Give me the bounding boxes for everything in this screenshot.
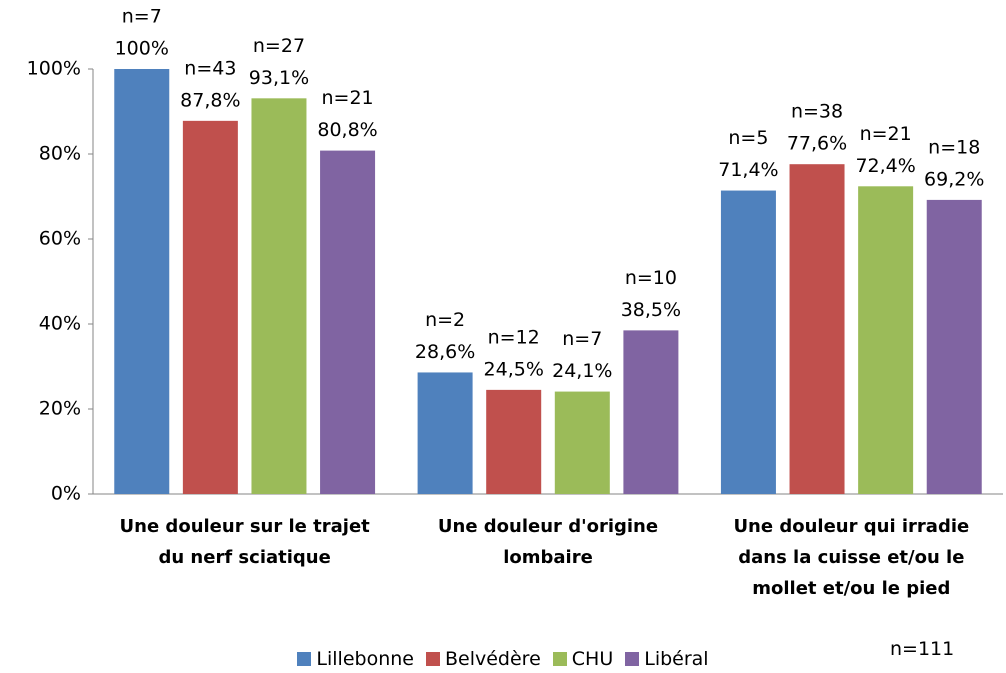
legend: Lillebonne Belvédère CHU Libéral	[0, 648, 1006, 670]
data-label: 87,8%	[180, 89, 240, 111]
y-tick-label: 80%	[39, 143, 81, 165]
n-label: n=43	[184, 57, 236, 79]
x-tick-label: Une douleur qui irradie dans la cuisse e…	[733, 516, 970, 599]
data-label: 24,5%	[484, 358, 544, 380]
bar	[182, 120, 238, 494]
legend-swatch	[297, 652, 312, 666]
legend-item: Libéral	[625, 648, 709, 670]
n-label: n=21	[321, 87, 373, 109]
bar	[789, 164, 845, 494]
data-label: 71,4%	[718, 159, 778, 181]
bar	[114, 69, 170, 494]
bar	[486, 389, 542, 494]
legend-swatch	[552, 652, 567, 666]
bar	[720, 190, 776, 495]
n-label: n=21	[860, 123, 912, 145]
data-label: 93,1%	[249, 67, 309, 89]
y-tick-label: 20%	[39, 398, 81, 420]
data-label: 77,6%	[787, 133, 847, 155]
n-label: n=12	[488, 326, 540, 348]
y-tick-label: 60%	[39, 228, 81, 250]
legend-item: CHU	[552, 648, 614, 670]
bar	[926, 199, 982, 494]
bar	[417, 372, 473, 494]
data-label: 28,6%	[415, 341, 475, 363]
data-label: 24,1%	[552, 360, 612, 382]
x-tick-label: Une douleur d'origine lombaire	[437, 516, 659, 568]
n-label: n=2	[425, 309, 465, 331]
bar	[623, 330, 679, 494]
data-label: 38,5%	[621, 299, 681, 321]
legend-swatch	[625, 652, 640, 666]
data-label: 72,4%	[855, 155, 915, 177]
n-label: n=7	[562, 328, 602, 350]
legend-item: Lillebonne	[297, 648, 414, 670]
n-label: n=10	[625, 267, 677, 289]
legend-item: Belvédère	[425, 648, 541, 670]
legend-label: CHU	[571, 648, 614, 670]
legend-label: Libéral	[644, 648, 709, 670]
data-label: 80,8%	[317, 119, 377, 141]
annotation: n=111	[890, 638, 955, 660]
legend-swatch	[425, 652, 440, 666]
n-label: n=7	[122, 6, 162, 28]
legend-label: Belvédère	[444, 648, 541, 670]
n-label: n=27	[253, 35, 305, 57]
data-label: 100%	[115, 38, 169, 60]
y-tick-label: 0%	[51, 483, 81, 505]
n-label: n=18	[928, 136, 980, 158]
bar	[320, 150, 376, 494]
n-label: n=38	[791, 101, 843, 123]
bar	[554, 391, 610, 494]
n-label: n=5	[728, 127, 768, 149]
x-tick-label: Une douleur sur le trajet du nerf sciati…	[119, 516, 370, 568]
bar	[858, 186, 914, 495]
bar	[251, 98, 307, 494]
data-label: 69,2%	[924, 168, 984, 190]
y-tick-label: 40%	[39, 313, 81, 335]
legend-label: Lillebonne	[316, 648, 414, 670]
y-tick-label: 100%	[27, 58, 81, 80]
